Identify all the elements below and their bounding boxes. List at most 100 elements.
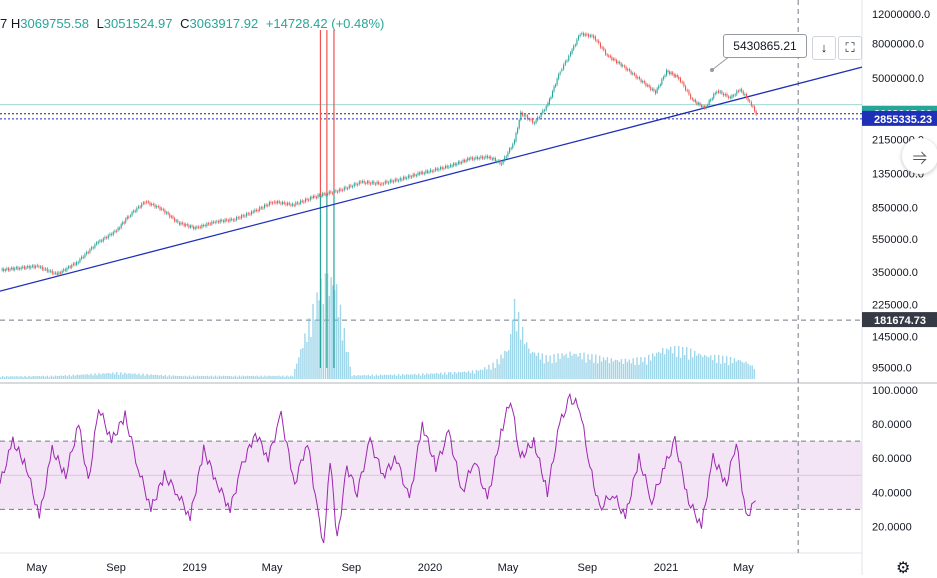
volume-bar bbox=[254, 376, 256, 379]
volume-bar bbox=[96, 375, 98, 379]
price-candle bbox=[517, 128, 519, 134]
trendline-layer[interactable] bbox=[0, 66, 863, 292]
price-candle bbox=[199, 226, 201, 228]
price-candle bbox=[119, 227, 121, 229]
volume-bar bbox=[634, 364, 636, 379]
volume-bar bbox=[702, 356, 704, 379]
price-candle bbox=[350, 185, 352, 187]
price-candle bbox=[593, 35, 595, 38]
volume-bar bbox=[102, 373, 104, 379]
volume-bar bbox=[100, 374, 102, 379]
price-candle bbox=[420, 171, 422, 174]
price-candle bbox=[708, 100, 710, 105]
price-candle bbox=[30, 266, 32, 269]
volume-bar bbox=[420, 375, 422, 379]
price-candle bbox=[101, 240, 103, 242]
price-candle bbox=[533, 122, 535, 124]
rsi-axis-tick: 20.0000 bbox=[872, 521, 912, 533]
volume-bar bbox=[704, 355, 706, 379]
price-candle bbox=[283, 202, 285, 204]
price-candle bbox=[353, 183, 355, 187]
price-candle bbox=[635, 74, 637, 79]
volume-bar bbox=[332, 285, 334, 379]
price-candle bbox=[632, 73, 634, 75]
price-candle bbox=[335, 190, 337, 192]
price-candle bbox=[183, 223, 185, 226]
volume-bar bbox=[274, 375, 276, 379]
price-callout[interactable]: 5430865.21 bbox=[723, 34, 807, 58]
trendline[interactable] bbox=[0, 66, 863, 292]
volume-bar bbox=[210, 375, 213, 379]
price-candle bbox=[374, 183, 377, 185]
gear-icon[interactable]: ⚙ bbox=[896, 560, 911, 577]
volume-bar bbox=[509, 334, 512, 379]
price-candle bbox=[11, 267, 13, 269]
price-candle bbox=[136, 207, 138, 212]
price-candle bbox=[728, 96, 730, 99]
volume-bar bbox=[58, 375, 61, 379]
price-candle bbox=[672, 72, 674, 75]
price-candle bbox=[311, 197, 313, 199]
volume-bar bbox=[502, 358, 504, 379]
price-candle bbox=[666, 69, 668, 76]
price-candle bbox=[182, 222, 184, 224]
price-candle bbox=[582, 33, 585, 36]
price-candle bbox=[702, 106, 704, 108]
price-candle bbox=[222, 220, 224, 222]
volume-bar bbox=[70, 376, 72, 379]
price-candle bbox=[393, 181, 395, 183]
price-candle bbox=[239, 217, 241, 219]
price-candle bbox=[206, 223, 208, 227]
volume-bar bbox=[428, 374, 430, 379]
price-candle bbox=[499, 160, 501, 164]
fit-screen-icon[interactable]: ⛶ bbox=[838, 36, 862, 60]
volume-bar bbox=[154, 374, 156, 379]
price-candle bbox=[214, 221, 216, 223]
time-axis-tick: Sep bbox=[342, 562, 362, 574]
volume-bar bbox=[38, 376, 40, 379]
price-candle bbox=[566, 60, 568, 62]
price-candle bbox=[74, 263, 76, 265]
down-arrow-icon[interactable]: ↓ bbox=[812, 36, 836, 60]
price-candle bbox=[388, 182, 390, 184]
price-candle bbox=[446, 165, 448, 168]
volume-bar bbox=[714, 354, 716, 379]
volume-bar bbox=[535, 355, 538, 379]
price-candle bbox=[317, 194, 319, 198]
price-candle bbox=[114, 230, 116, 233]
volume-bar bbox=[190, 376, 193, 379]
chart-side-icon[interactable]: ⥤ bbox=[902, 138, 937, 174]
price-candle bbox=[244, 215, 246, 217]
volume-bar bbox=[504, 350, 506, 379]
volume-bar bbox=[414, 373, 416, 379]
volume-bar bbox=[658, 351, 660, 379]
price-candle bbox=[365, 182, 367, 184]
rsi-band bbox=[0, 440, 862, 510]
volume-bar bbox=[8, 376, 10, 379]
volume-bar bbox=[494, 367, 496, 379]
price-candle bbox=[219, 219, 221, 223]
volume-bar bbox=[66, 376, 69, 379]
price-candle bbox=[292, 203, 294, 206]
price-candle bbox=[84, 254, 86, 258]
price-candle bbox=[669, 71, 671, 74]
price-candle bbox=[611, 57, 613, 60]
volume-bar bbox=[595, 354, 597, 379]
volume-bar bbox=[339, 304, 342, 379]
volume-bar bbox=[602, 357, 605, 379]
volume-bar bbox=[296, 363, 298, 379]
price-candle bbox=[504, 156, 506, 161]
price-candle bbox=[371, 181, 373, 184]
price-candle bbox=[518, 119, 520, 129]
volume-bar bbox=[565, 353, 567, 379]
price-candle bbox=[414, 174, 416, 176]
price-candle bbox=[246, 213, 248, 217]
price-candle bbox=[472, 157, 474, 160]
price-candle bbox=[293, 204, 295, 206]
price-candle bbox=[430, 169, 432, 172]
price-candle bbox=[739, 89, 741, 91]
volume-bar bbox=[630, 363, 632, 379]
price-candle bbox=[737, 90, 739, 92]
price-candle bbox=[58, 272, 60, 275]
